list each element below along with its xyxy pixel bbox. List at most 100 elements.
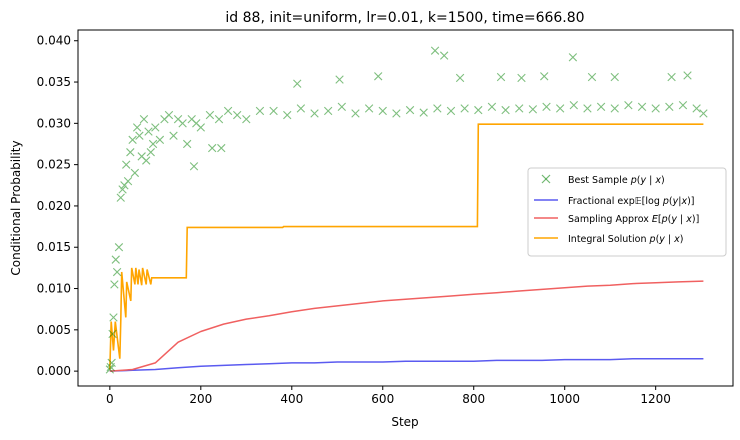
scatter-point (587, 72, 597, 82)
x-tick-label: 400 (280, 392, 303, 406)
legend-text-fractional-5: | (678, 196, 681, 207)
y-tick-label: 0.040 (37, 34, 71, 48)
chart-title: id 88, init=uniform, lr=0.01, k=1500, ti… (225, 10, 584, 26)
legend-text-integral-2: p (649, 234, 656, 245)
scatter-point (169, 131, 178, 140)
scatter-point (568, 53, 578, 62)
scatter-point (116, 193, 125, 202)
scatter-point (128, 135, 137, 145)
legend-text-integral-3: ( (656, 234, 660, 245)
scatter-point (109, 313, 118, 322)
scatter-point (637, 102, 647, 112)
scatter-point (283, 110, 292, 120)
scatter-point (474, 105, 483, 115)
scatter-point (123, 176, 133, 186)
legend-text-sampling-5: ( (668, 214, 672, 225)
scatter-point (405, 105, 415, 115)
y-tick-label: 0.025 (37, 158, 71, 172)
legend-text-integral-7: ) (680, 234, 684, 245)
scatter-point (364, 104, 374, 113)
legend-text-best-sample-3: ( (637, 175, 641, 186)
scatter-point (460, 104, 469, 113)
x-tick-label: 0 (106, 392, 114, 406)
legend-text-fractional-4: y (672, 196, 679, 207)
legend-text-integral-1: Integral Solution (568, 234, 650, 245)
scatter-point (146, 148, 155, 157)
scatter-point (142, 156, 151, 165)
scatter-point (151, 123, 160, 132)
series-layer (105, 46, 708, 374)
legend-text-integral-6: x (673, 234, 680, 245)
legend-text-sampling-7: | (677, 214, 686, 225)
legend-label-sampling: Sampling Approx E[p(y | x)] (568, 214, 699, 225)
series-integral-solution (109, 123, 704, 370)
scatter-point (130, 168, 140, 178)
y-tick-label: 0.015 (37, 240, 71, 254)
scatter-point (178, 119, 187, 128)
legend-text-sampling-6: y (670, 214, 677, 225)
legend-marker-best-sample (541, 174, 551, 184)
scatter-point (164, 110, 174, 120)
y-tick-label: 0.020 (37, 199, 71, 213)
scatter-point (214, 115, 224, 124)
scatter-point (105, 365, 115, 374)
legend-text-best-sample-6: x (654, 175, 661, 186)
scatter-point (337, 102, 347, 112)
scatter-point (455, 73, 465, 83)
series-fractional (109, 357, 704, 372)
scatter-point (296, 104, 306, 113)
x-tick-label: 1000 (549, 392, 580, 406)
scatter-point (205, 110, 215, 120)
legend-text-fractional-6: x (680, 196, 687, 207)
scatter-point (515, 104, 524, 113)
scatter-point (624, 100, 633, 110)
legend-text-integral-4: y (658, 234, 665, 245)
scatter-point (144, 127, 153, 136)
scatter-point (107, 358, 116, 368)
scatter-point (233, 110, 242, 120)
x-axis-label: Step (391, 415, 418, 429)
scatter-point (392, 109, 401, 118)
legend-text-sampling-9: )] (692, 214, 699, 225)
scatter-point (207, 143, 217, 153)
scatter-point (182, 139, 192, 149)
legend-text-sampling-3: [ (658, 214, 662, 225)
scatter-point (610, 104, 619, 113)
scatter-point (501, 105, 510, 115)
scatter-point (528, 105, 538, 114)
scatter-point (310, 109, 319, 118)
legend-text-fractional-3: ( (669, 196, 673, 207)
legend-text-best-sample-1: Best Sample (568, 175, 631, 186)
y-axis: 0.000 0.005 0.010 0.015 0.020 0.025 0.030 0.035… (37, 34, 78, 378)
scatter-point (223, 106, 233, 116)
x-tick-label: 200 (189, 392, 212, 406)
scatter-point (555, 104, 565, 113)
scatter-point (439, 51, 449, 60)
scatter-point (112, 267, 122, 277)
legend-text-sampling-8: x (685, 214, 692, 225)
scatter-point (196, 123, 206, 132)
legend-text-sampling-1: Sampling Approx (568, 214, 652, 225)
scatter-point (651, 104, 660, 113)
scatter-point (118, 185, 127, 194)
scatter-point (323, 106, 333, 116)
scatter-point (269, 106, 278, 116)
scatter-point (374, 72, 383, 81)
scatter-point (610, 72, 619, 82)
scatter-point (542, 102, 551, 112)
scatter-point (132, 123, 142, 132)
x-tick-label: 600 (371, 392, 394, 406)
scatter-point (217, 143, 226, 153)
y-tick-label: 0.035 (37, 75, 71, 89)
series-best-sample (105, 46, 708, 374)
legend-label-fractional: Fractional exp𝔼[log p(y|x)] (568, 196, 695, 207)
scatter-point (135, 131, 144, 140)
scatter-point (667, 72, 676, 82)
scatter-point (335, 75, 344, 84)
scatter-point (569, 100, 578, 110)
legend-label-integral: Integral Solution p(y | x) (568, 234, 684, 245)
scatter-point (189, 162, 199, 171)
legend-text-best-sample-7: ) (661, 175, 665, 186)
scatter-point (139, 115, 149, 124)
legend: Best Sample p(y | x) Fractional exp𝔼[log… (527, 167, 727, 257)
